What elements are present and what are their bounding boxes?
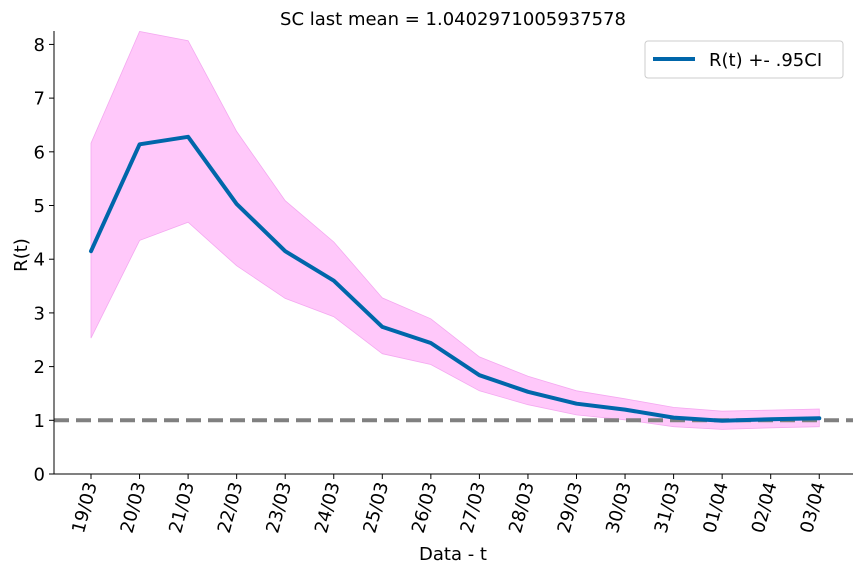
y-tick-label: 1 [34, 411, 45, 432]
y-tick-label: 3 [34, 303, 45, 324]
legend: R(t) +- .95CI [644, 40, 844, 79]
x-tick-label: 22/03 [214, 480, 248, 536]
x-tick-label: 21/03 [165, 480, 199, 536]
x-tick-label: 30/03 [602, 480, 636, 536]
x-ticks: 19/03 20/03 21/03 22/03 23/03 24/03 25/03 26/03… [68, 474, 830, 535]
y-ticks: 0 1 2 3 4 5 6 7 8 [34, 35, 54, 486]
y-tick-label: 5 [34, 196, 45, 217]
y-tick-label: 6 [34, 142, 45, 163]
x-tick-label: 24/03 [311, 480, 345, 536]
x-tick-label: 29/03 [554, 480, 588, 536]
x-tick-label: 19/03 [68, 480, 102, 536]
chart-title: SC last mean = 1.0402971005937578 [280, 9, 626, 30]
y-axis-label: R(t) [11, 238, 32, 272]
x-tick-label: 26/03 [408, 480, 442, 536]
x-tick-label: 01/04 [699, 480, 733, 536]
confidence-band [90, 31, 820, 430]
x-tick-label: 02/04 [748, 480, 782, 536]
x-tick-label: 20/03 [117, 480, 151, 536]
y-tick-label: 4 [34, 250, 45, 271]
legend-label: R(t) +- .95CI [709, 50, 822, 71]
y-tick-label: 8 [34, 35, 45, 56]
x-tick-label: 31/03 [651, 480, 685, 536]
x-tick-label: 03/04 [796, 480, 830, 536]
series-line [89, 134, 822, 423]
x-axis-label: Data - t [419, 544, 487, 565]
y-tick-label: 2 [34, 357, 45, 378]
x-tick-label: 25/03 [359, 480, 393, 536]
y-tick-label: 7 [34, 89, 45, 110]
legend-box [644, 40, 844, 79]
y-tick-label: 0 [34, 465, 45, 486]
x-tick-label: 27/03 [457, 480, 491, 536]
x-tick-label: 28/03 [505, 480, 539, 536]
plot-area [54, 31, 853, 430]
x-tick-label: 23/03 [262, 480, 296, 536]
